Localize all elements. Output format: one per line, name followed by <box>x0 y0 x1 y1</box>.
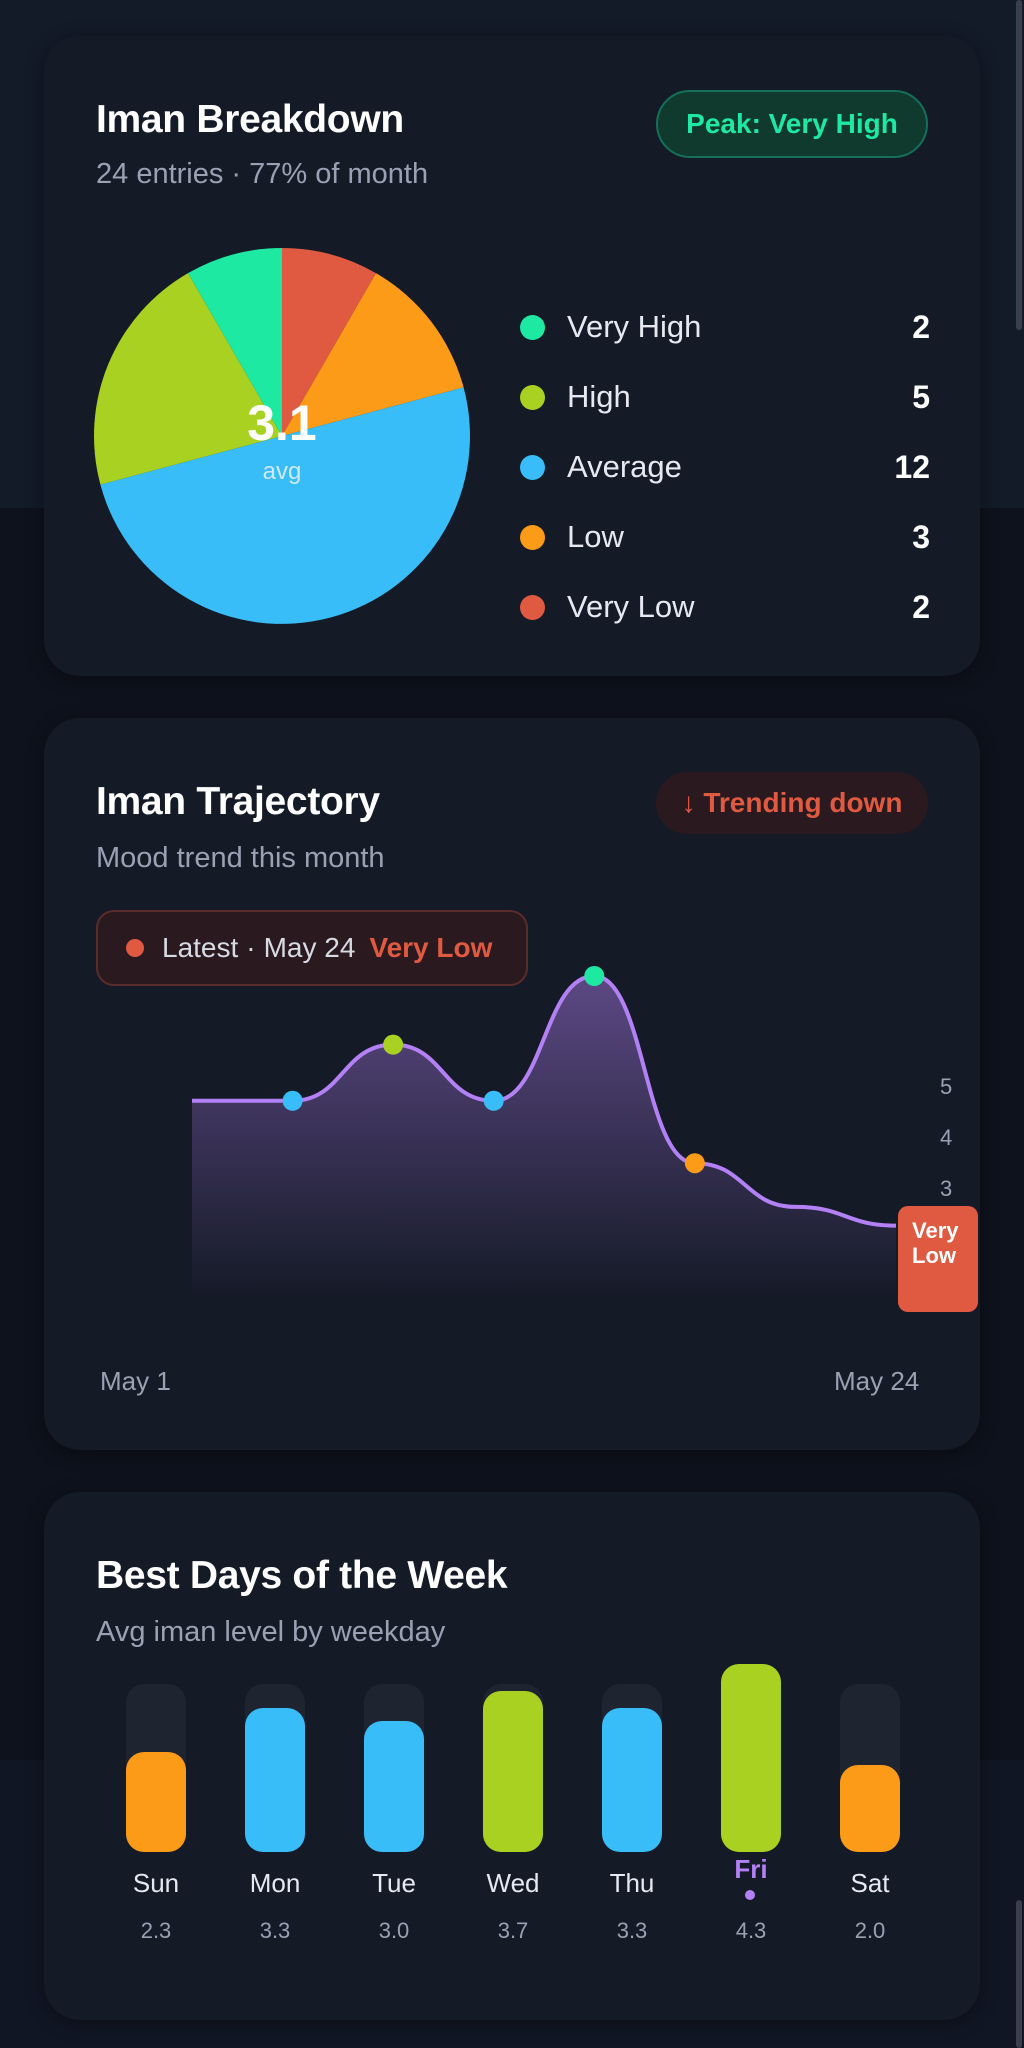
bar-thu[interactable] <box>602 1708 662 1852</box>
day-label: Thu <box>609 1868 655 1898</box>
bar-fri[interactable] <box>721 1664 781 1852</box>
legend-item-very-high: Very High 2 <box>520 292 930 362</box>
iman-breakdown-card: Iman Breakdown 24 entries · 77% of month… <box>44 36 980 676</box>
y-tick-5: 5 <box>940 1074 953 1099</box>
day-value: 4.3 <box>735 1918 767 1943</box>
breakdown-subtitle: 24 entries · 77% of month <box>96 158 429 190</box>
legend-count: 3 <box>912 518 930 555</box>
legend-item-average: Average 12 <box>520 432 930 502</box>
legend-dot-average <box>520 454 545 480</box>
trajectory-point[interactable] <box>684 1153 705 1174</box>
legend-label: Very High <box>567 309 702 344</box>
pie-slice-high[interactable] <box>93 273 282 485</box>
x-label-start: May 1 <box>100 1366 171 1396</box>
legend-dot-very-high <box>520 314 545 340</box>
scrollbar-thumb-top[interactable] <box>1016 0 1022 330</box>
day-label: Mon <box>249 1868 301 1898</box>
trajectory-subtitle: Mood trend this month <box>96 842 385 874</box>
trajectory-line-chart <box>192 966 897 1298</box>
legend-dot-very-low <box>520 594 545 620</box>
trajectory-area <box>192 976 896 1298</box>
y-tick-4: 4 <box>940 1125 953 1150</box>
bar-wed[interactable] <box>483 1690 543 1852</box>
legend-count: 2 <box>912 588 930 625</box>
x-label-end: May 24 <box>834 1366 920 1396</box>
highlight-dot-icon <box>745 1890 755 1900</box>
scrollbar-thumb-bottom[interactable] <box>1016 1900 1022 2048</box>
day-value: 3.0 <box>378 1918 410 1943</box>
legend-label: High <box>567 379 631 414</box>
latest-point-tag: Very Low <box>898 1206 978 1312</box>
latest-entry-pill: Latest · May 24 Very Low <box>96 910 528 986</box>
day-label: Sun <box>132 1868 180 1898</box>
legend-dot-low <box>520 524 545 550</box>
legend-count: 12 <box>894 448 930 485</box>
pie-slice-low[interactable] <box>282 273 464 436</box>
day-value: 2.0 <box>854 1918 886 1943</box>
trajectory-point[interactable] <box>483 1090 504 1111</box>
pie-slice-very-high[interactable] <box>188 248 282 436</box>
pie-slice-very-low[interactable] <box>282 248 376 436</box>
bar-sat[interactable] <box>840 1764 900 1852</box>
trajectory-title: Iman Trajectory <box>96 780 380 823</box>
latest-date: May 24 <box>263 932 356 963</box>
legend-item-very-low: Very Low 2 <box>520 572 930 642</box>
legend-label: Very Low <box>567 589 695 624</box>
pie-center-label: avg <box>262 458 302 485</box>
bar-sun[interactable] <box>126 1751 186 1852</box>
weekdays-subtitle: Avg iman level by weekday <box>96 1616 446 1648</box>
peak-badge: Peak: Very High <box>656 90 928 158</box>
legend-label: Low <box>567 519 624 554</box>
latest-dot-icon <box>126 939 144 957</box>
legend-count: 5 <box>912 378 930 415</box>
trajectory-point[interactable] <box>282 1090 303 1111</box>
day-label: Tue <box>372 1868 416 1898</box>
trend-badge: ↓ Trending down <box>656 772 928 834</box>
day-label: Sat <box>850 1868 890 1898</box>
weekdays-title: Best Days of the Week <box>96 1554 508 1597</box>
bar-tue[interactable] <box>364 1721 424 1852</box>
breakdown-title: Iman Breakdown <box>96 98 404 141</box>
breakdown-legend: Very High 2 High 5 Average 12 Low 3 Very… <box>520 292 930 642</box>
pie-center-value: 3.1 <box>247 395 317 451</box>
day-value: 3.3 <box>616 1918 648 1943</box>
legend-dot-high <box>520 384 545 410</box>
legend-count: 2 <box>912 308 930 345</box>
breakdown-pie-chart <box>93 248 470 624</box>
pie-slice-average[interactable] <box>100 387 470 624</box>
legend-item-low: Low 3 <box>520 502 930 572</box>
day-value: 2.3 <box>140 1918 172 1943</box>
bar-mon[interactable] <box>245 1708 305 1852</box>
legend-item-high: High 5 <box>520 362 930 432</box>
best-days-card: Best Days of the Week Avg iman level by … <box>44 1492 980 2020</box>
latest-label: Latest <box>162 932 239 963</box>
trajectory-line <box>192 973 897 1228</box>
legend-label: Average <box>567 449 682 484</box>
trajectory-point[interactable] <box>383 1034 404 1055</box>
day-value: 3.7 <box>497 1918 529 1943</box>
latest-mood: Very Low <box>369 932 493 963</box>
day-value: 3.3 <box>259 1918 291 1943</box>
iman-trajectory-card: Iman Trajectory Mood trend this month ↓ … <box>44 718 980 1450</box>
y-tick-3: 3 <box>940 1176 953 1201</box>
trajectory-point[interactable] <box>584 966 605 986</box>
latest-separator: · <box>246 932 256 963</box>
day-label: Fri <box>734 1854 768 1884</box>
day-label: Wed <box>486 1868 540 1898</box>
